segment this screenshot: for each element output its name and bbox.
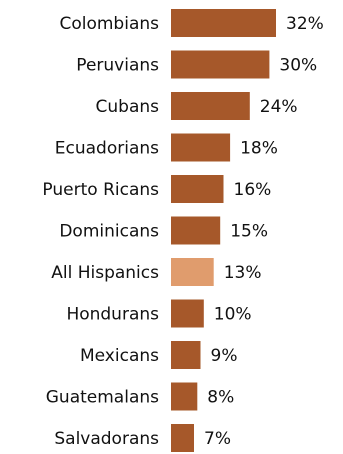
bar-salvadorans — [171, 424, 194, 452]
bar-puerto-ricans — [171, 175, 224, 203]
value-label-all-hispanics: 13% — [224, 263, 262, 283]
category-label-cubans: Cubans — [96, 97, 160, 117]
value-label-cubans: 24% — [260, 97, 298, 117]
bars-group — [171, 9, 276, 452]
category-labels-group: Colombians Peruvians Cubans Ecuadorians Puer… — [42, 14, 159, 449]
category-label-colombians: Colombians — [59, 14, 159, 34]
bar-colombians — [171, 9, 276, 37]
bar-dominicans — [171, 216, 221, 245]
value-label-guatemalans: 8% — [207, 388, 234, 408]
value-label-mexicans: 9% — [211, 346, 238, 366]
category-label-dominicans: Dominicans — [59, 222, 159, 242]
category-label-salvadorans: Salvadorans — [54, 429, 159, 449]
value-label-puerto-ricans: 16% — [234, 180, 272, 200]
category-label-ecuadorians: Ecuadorians — [55, 139, 159, 159]
category-label-peruvians: Peruvians — [76, 56, 159, 76]
value-labels-group: 32% 30% 24% 18% 16% 15% 13% 10% 9% 8% 7% — [204, 14, 324, 449]
category-label-guatemalans: Guatemalans — [46, 388, 159, 408]
value-label-salvadorans: 7% — [204, 429, 231, 449]
value-label-colombians: 32% — [286, 14, 324, 34]
bar-cubans — [171, 92, 250, 120]
category-label-mexicans: Mexicans — [80, 346, 159, 366]
bar-ecuadorians — [171, 133, 231, 162]
category-label-hondurans: Hondurans — [66, 305, 159, 325]
bar-guatemalans — [171, 382, 198, 411]
bar-hondurans — [171, 299, 204, 328]
bar-peruvians — [171, 50, 270, 79]
value-label-dominicans: 15% — [230, 222, 268, 242]
value-label-ecuadorians: 18% — [240, 139, 278, 159]
category-label-puerto-ricans: Puerto Ricans — [42, 180, 159, 200]
category-label-all-hispanics: All Hispanics — [51, 263, 159, 283]
bar-all-hispanics — [171, 258, 214, 286]
value-label-peruvians: 30% — [279, 56, 317, 76]
bar-mexicans — [171, 341, 201, 369]
value-label-hondurans: 10% — [214, 305, 252, 325]
